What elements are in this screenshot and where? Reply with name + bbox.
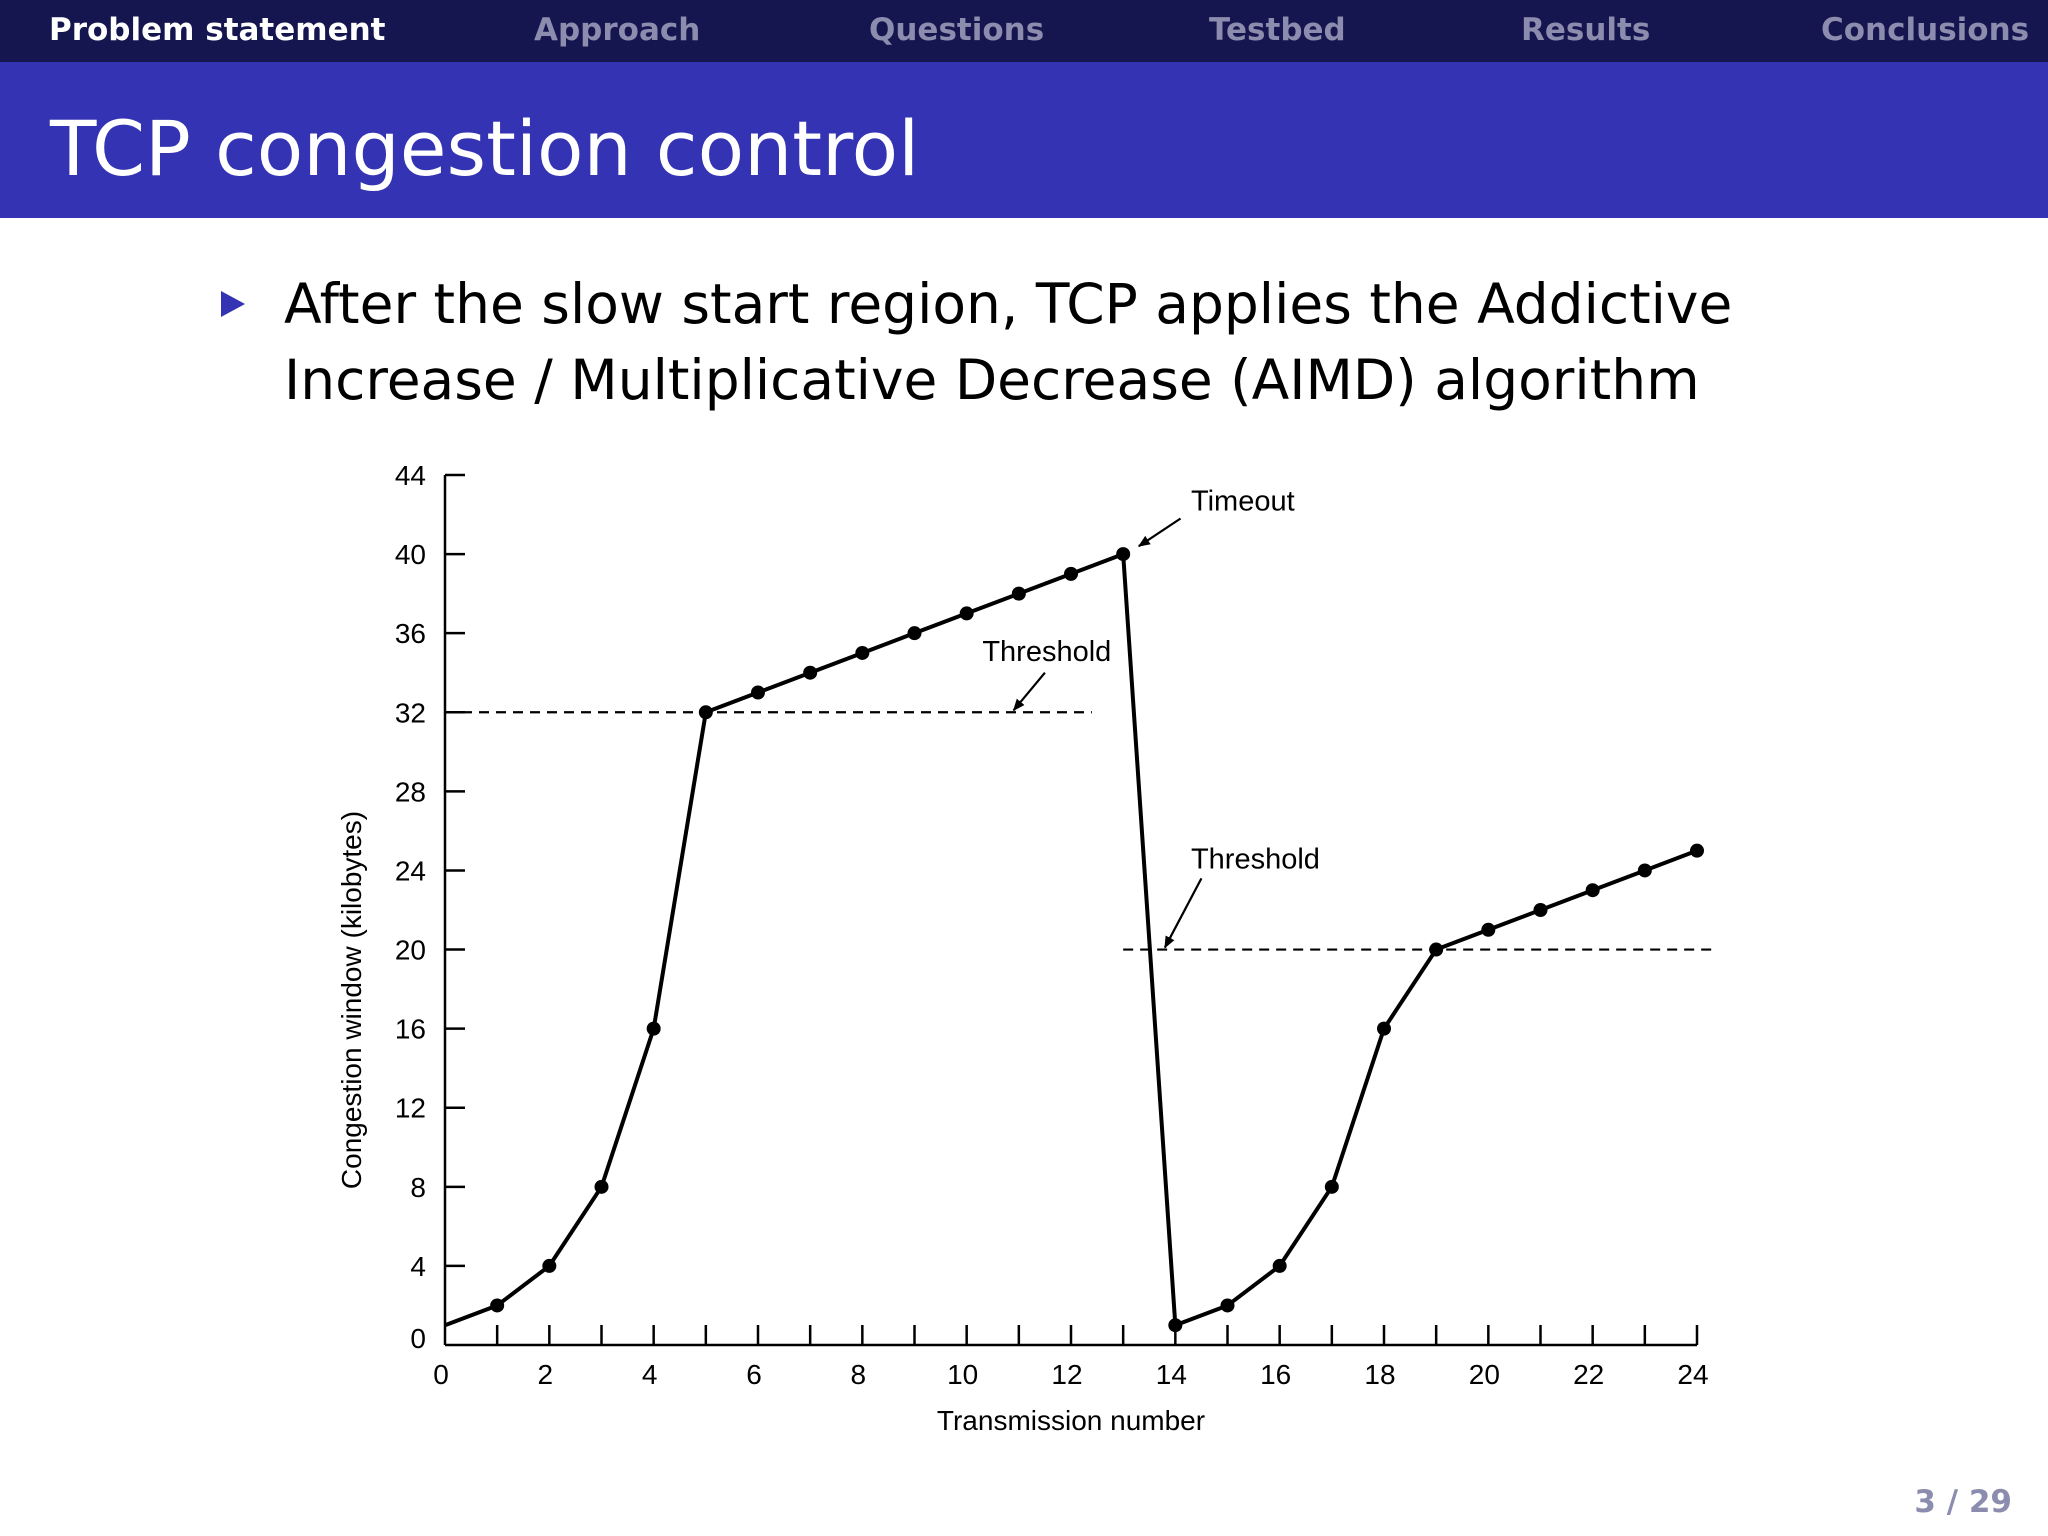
- data-point: [1690, 843, 1704, 858]
- data-point: [1533, 903, 1548, 917]
- data-point: [542, 1258, 557, 1273]
- y-tick-label: 44: [395, 460, 426, 491]
- data-point: [1272, 1258, 1287, 1273]
- data-point: [1324, 1179, 1339, 1194]
- x-tick-label: 6: [746, 1359, 762, 1390]
- y-tick-label: 40: [395, 539, 426, 570]
- x-tick-label: 8: [851, 1359, 867, 1390]
- data-point: [594, 1179, 609, 1194]
- x-tick-label: 16: [1260, 1359, 1291, 1390]
- y-tick-label: 4: [410, 1251, 426, 1282]
- y-tick-label: 20: [395, 935, 426, 966]
- bullet-triangle-icon: [221, 291, 245, 317]
- annotation-arrow: [1012, 672, 1046, 712]
- data-point: [1637, 863, 1652, 878]
- annotation-arrow: [1163, 877, 1203, 949]
- x-tick-label: 0: [433, 1359, 449, 1390]
- annotation-arrow: [1137, 517, 1182, 548]
- x-tick-label: 12: [1051, 1359, 1082, 1390]
- data-point: [646, 1021, 661, 1036]
- data-point: [1168, 1318, 1183, 1333]
- data-point: [1585, 883, 1600, 898]
- y-tick-label: 32: [395, 697, 426, 728]
- data-point: [1011, 586, 1026, 601]
- data-point: [698, 705, 713, 720]
- x-tick-label: 2: [538, 1359, 554, 1390]
- x-tick-label: 22: [1573, 1359, 1604, 1390]
- congestion-window-line: [444, 552, 1698, 1328]
- data-point: [959, 606, 974, 621]
- data-point: [1377, 1021, 1391, 1036]
- nav-item-testbed[interactable]: Testbed: [1209, 12, 1346, 48]
- data-point: [855, 645, 870, 660]
- chart-annotations: Timeout Threshold Threshold: [982, 486, 1320, 949]
- x-tick-label: 20: [1469, 1359, 1500, 1390]
- y-axis-label: Congestion window (kilobytes): [336, 811, 367, 1189]
- data-point: [490, 1298, 505, 1313]
- nav-item-problem-statement[interactable]: Problem statement: [49, 12, 386, 48]
- y-tick-label: 28: [395, 776, 426, 807]
- data-point: [1116, 547, 1131, 562]
- series-line: [444, 552, 1698, 1328]
- x-tick-label: 14: [1156, 1359, 1187, 1390]
- x-tick-label: 10: [947, 1359, 978, 1390]
- annotation-label: Threshold: [982, 636, 1111, 668]
- data-point: [1481, 922, 1496, 937]
- annotation-label: Threshold: [1191, 843, 1320, 875]
- y-tick-label: 16: [395, 1014, 426, 1045]
- y-tick-label: 12: [395, 1093, 426, 1124]
- y-tick-label: 24: [395, 855, 426, 886]
- annotation-label: Timeout: [1191, 486, 1295, 518]
- data-point: [1220, 1298, 1235, 1313]
- bullet-text-line-1: After the slow start region, TCP applies…: [284, 272, 1733, 336]
- page-number: 3 / 29: [1914, 1484, 2012, 1520]
- data-point: [1429, 942, 1444, 957]
- bullet-text-line-2: Increase / Multiplicative Decrease (AIMD…: [284, 348, 1700, 412]
- nav-item-conclusions[interactable]: Conclusions: [1821, 12, 2030, 48]
- section-navigation-bar: Problem statement Approach Questions Tes…: [0, 0, 2048, 62]
- data-point: [907, 626, 922, 641]
- data-point: [1064, 566, 1078, 581]
- bullet-text: After the slow start region, TCP applies…: [284, 266, 1784, 418]
- nav-item-results[interactable]: Results: [1521, 12, 1651, 48]
- nav-item-approach[interactable]: Approach: [534, 12, 701, 48]
- threshold-lines: [445, 711, 1713, 951]
- x-axis-label: Transmission number: [937, 1405, 1205, 1436]
- frame-title-bar: [0, 62, 2048, 218]
- x-tick-label: 18: [1364, 1359, 1395, 1390]
- x-tick-label: 24: [1677, 1359, 1708, 1390]
- nav-item-questions[interactable]: Questions: [869, 12, 1045, 48]
- frame-title: TCP congestion control: [50, 104, 920, 193]
- y-tick-label: 8: [410, 1172, 426, 1203]
- x-tick-label: 4: [642, 1359, 658, 1390]
- data-point: [803, 665, 818, 680]
- data-points: [490, 547, 1704, 1333]
- data-point: [751, 685, 765, 700]
- y-tick-label: 36: [395, 618, 426, 649]
- y-tick-label: 0: [410, 1323, 426, 1354]
